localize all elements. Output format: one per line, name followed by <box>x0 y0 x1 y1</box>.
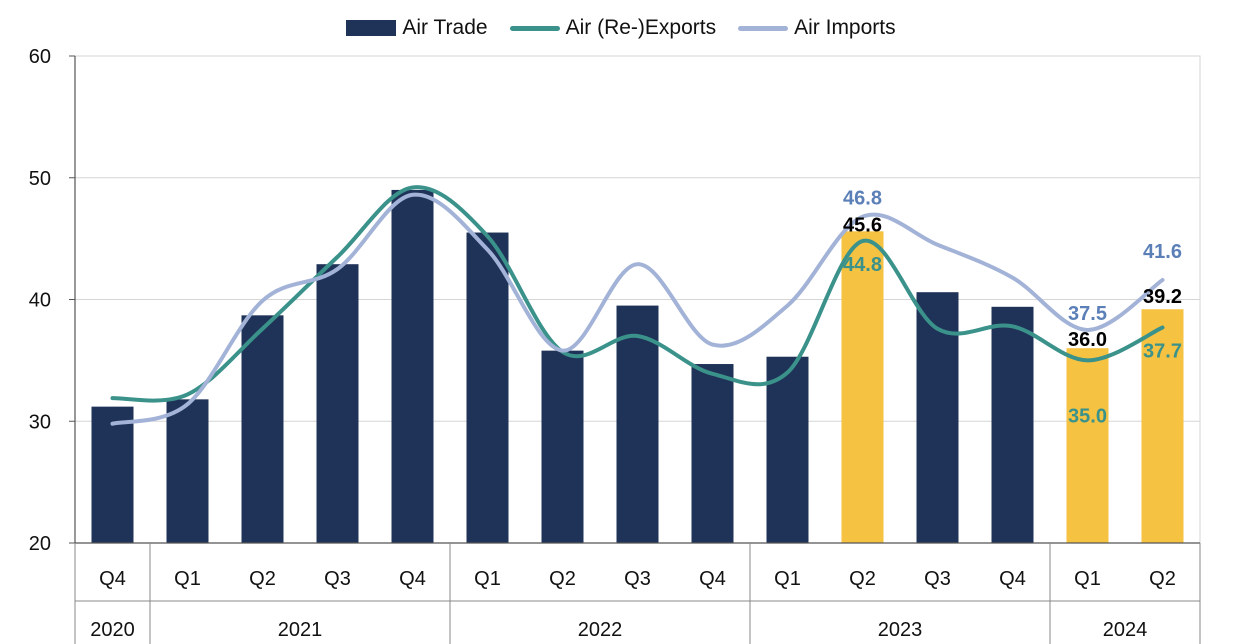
legend-item-air-re-exports: Air (Re-)Exports <box>509 16 717 40</box>
year-label: 2022 <box>578 619 623 641</box>
data-label: 39.2 <box>1143 286 1182 308</box>
x-tick-label: Q2 <box>249 568 276 590</box>
x-tick-label: Q4 <box>699 568 726 590</box>
data-label: 37.7 <box>1143 341 1182 363</box>
legend-swatch-air-trade <box>346 20 397 36</box>
x-tick-label: Q4 <box>399 568 426 590</box>
bar-air-trade <box>541 350 584 543</box>
x-tick-label: Q4 <box>999 568 1026 590</box>
data-label: 44.8 <box>843 254 882 276</box>
bar-air-trade <box>991 306 1034 543</box>
bar-air-trade <box>241 315 284 543</box>
bar-air-trade <box>91 406 134 543</box>
data-label: 37.5 <box>1068 303 1107 325</box>
y-tick-label: 50 <box>29 168 51 190</box>
x-tick-label: Q1 <box>1074 568 1101 590</box>
y-tick-label: 60 <box>29 46 51 68</box>
bar-air-trade <box>466 232 509 543</box>
x-tick-label: Q2 <box>549 568 576 590</box>
x-tick-label: Q3 <box>624 568 651 590</box>
bar-air-trade <box>1066 348 1109 543</box>
year-label: 2020 <box>90 619 135 641</box>
data-label: 41.6 <box>1143 241 1182 263</box>
year-label: 2021 <box>278 619 323 641</box>
legend-label-air-trade: Air Trade <box>402 16 488 39</box>
x-tick-label: Q3 <box>324 568 351 590</box>
data-label: 45.6 <box>843 214 882 236</box>
line-air-re-exports <box>110 185 1165 403</box>
legend-item-air-imports: Air Imports <box>738 16 896 40</box>
legend-item-air-trade: Air Trade <box>346 16 488 40</box>
y-tick-label: 30 <box>29 411 51 433</box>
legend-swatch-air-re-exports <box>509 25 560 31</box>
y-tick-label: 40 <box>29 290 51 312</box>
bar-air-trade <box>1141 309 1184 543</box>
x-tick-label: Q1 <box>474 568 501 590</box>
y-tick-label: 20 <box>29 533 51 555</box>
data-label: 46.8 <box>843 188 882 210</box>
data-label: 36.0 <box>1068 329 1107 351</box>
x-tick-label: Q3 <box>924 568 951 590</box>
legend-label-air-imports: Air Imports <box>794 16 896 39</box>
bar-air-trade <box>616 305 659 543</box>
line-air-imports <box>110 192 1165 426</box>
year-label: 2023 <box>878 619 923 641</box>
year-label: 2024 <box>1103 619 1148 641</box>
bar-air-trade <box>766 356 809 543</box>
legend-label-air-re-exports: Air (Re-)Exports <box>565 16 717 39</box>
x-tick-label: Q1 <box>174 568 201 590</box>
bar-air-trade <box>691 364 734 543</box>
legend-swatch-air-imports <box>738 25 789 31</box>
bar-air-trade <box>391 189 434 544</box>
x-tick-label: Q2 <box>1149 568 1176 590</box>
x-tick-label: Q1 <box>774 568 801 590</box>
bar-air-trade <box>166 399 209 543</box>
x-tick-label: Q2 <box>849 568 876 590</box>
bar-air-trade <box>316 264 359 543</box>
data-label: 35.0 <box>1068 405 1107 427</box>
x-tick-label: Q4 <box>99 568 126 590</box>
bar-air-trade <box>841 231 884 543</box>
chart-legend: Air Trade Air (Re-)Exports Air Imports <box>0 16 1242 40</box>
